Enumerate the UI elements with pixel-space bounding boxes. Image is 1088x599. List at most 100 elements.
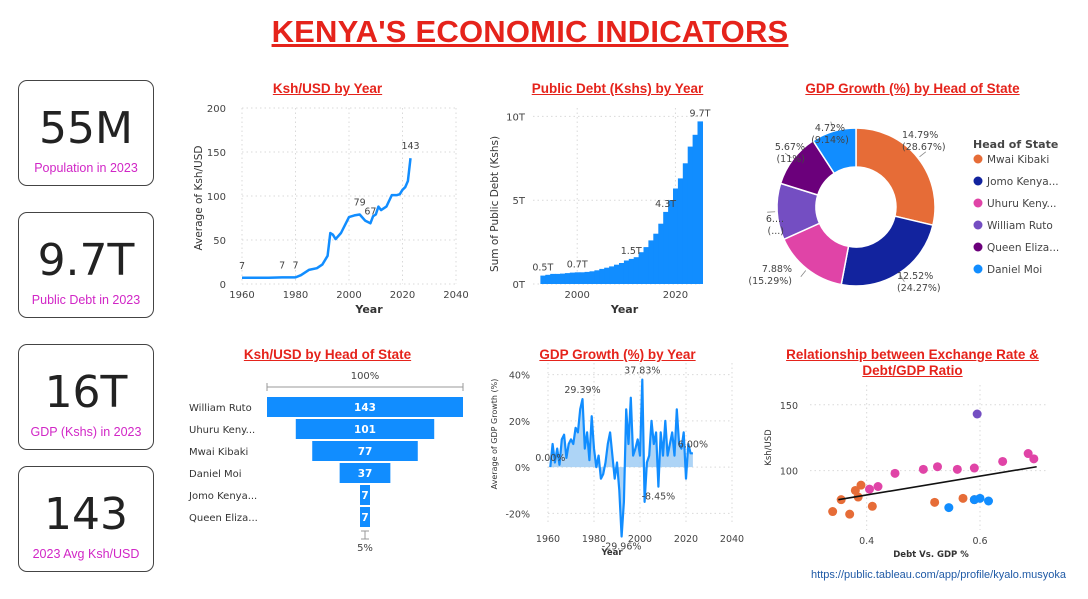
leader-line: [784, 152, 792, 159]
leader-line: [919, 151, 927, 158]
funnel-bar: [312, 441, 418, 461]
scatter-point: [972, 409, 982, 419]
scatter-point: [856, 480, 866, 490]
scatter-point: [1029, 454, 1039, 464]
y-tick-label: 10T: [506, 112, 526, 123]
funnel-category-label: William Ruto: [189, 403, 252, 414]
data-label: -29.96%: [602, 541, 642, 552]
scatter-point: [984, 496, 993, 506]
data-label: 7: [239, 261, 245, 272]
x-tick-label: 2000: [628, 534, 652, 545]
scatter-point: [998, 456, 1008, 466]
y-tick-label: 0%: [515, 463, 530, 474]
data-label: 67: [364, 206, 376, 217]
funnel-bar: [267, 397, 463, 417]
slice-label: 12.52%: [897, 271, 933, 282]
data-label: 0.00%: [535, 453, 565, 464]
legend-entry: Queen Eliza...: [987, 242, 1059, 254]
x-tick-label: 2040: [443, 290, 468, 301]
area-step: [594, 270, 600, 284]
slice-label: 7.88%: [762, 264, 792, 275]
funnel-category-label: Daniel Moi: [189, 469, 242, 480]
chart-gdp-growth-by-head-of-state: 14.79%(28.67%) 12.52%(24.27%) 7.88%(15.29%…: [748, 121, 1059, 294]
data-label: 0.5T: [532, 263, 553, 274]
data-label: 1.5T: [621, 246, 642, 257]
x-tick-label: 2000: [564, 290, 589, 301]
y-axis-label: Ksh/USD: [764, 429, 774, 466]
chart-public-debt-by-year: 0T 5T 10T 2000 2020 Year Sum of Public Debt (K…: [489, 108, 711, 316]
chart-ksh-usd-by-year: 0 50 100 150 200 1960 1980 2000 2020 2040 Year Aver…: [193, 104, 469, 316]
series-area: [550, 379, 693, 537]
area-step: [697, 121, 703, 285]
area-step: [604, 267, 610, 284]
slice-label: (28.67%): [902, 142, 946, 153]
funnel-top-label: 100%: [351, 371, 380, 382]
kpi-card-population: 55M Population in 2023: [18, 80, 154, 186]
x-axis-label: Year: [610, 303, 639, 316]
scatter-point: [952, 464, 962, 474]
leader-line: [800, 270, 807, 278]
area-step: [638, 252, 645, 284]
kpi-label: GDP (Kshs) in 2023: [30, 425, 142, 439]
slice-label: (...): [768, 226, 784, 237]
data-label: 7: [292, 260, 298, 271]
chart-title-public-debt-by-year: Public Debt (Kshs) by Year: [531, 81, 704, 96]
kpi-value: 143: [44, 489, 128, 540]
footer-link[interactable]: https://public.tableau.com/app/profile/k…: [811, 569, 1066, 581]
area-step: [692, 134, 699, 284]
kpi-label: Public Debt in 2023: [31, 293, 141, 307]
area-step: [569, 272, 576, 284]
x-tick-label: 1960: [229, 290, 254, 301]
area-step: [584, 271, 591, 284]
area-step: [668, 200, 674, 284]
leader-line: [830, 121, 834, 130]
funnel-value-label: 77: [358, 446, 373, 458]
kpi-card-public-debt: 9.7T Public Debt in 2023: [18, 212, 154, 318]
kpi-label: 2023 Avg Ksh/USD: [32, 547, 140, 561]
scatter-point: [944, 503, 954, 513]
funnel-category-label: Queen Eliza...: [189, 513, 258, 524]
slice-label: 4.72%: [815, 123, 845, 134]
scatter-point: [975, 493, 985, 503]
legend-swatch: [973, 264, 983, 274]
data-label: 6.00%: [678, 439, 708, 450]
area-step: [628, 258, 635, 284]
y-axis-label: Sum of Public Debt (Kshs): [489, 136, 501, 272]
data-label: 79: [354, 197, 366, 208]
y-tick-label: 0T: [513, 280, 526, 291]
legend-entry: Daniel Moi: [987, 264, 1042, 276]
scatter-point: [845, 509, 855, 519]
x-tick-label: 2020: [663, 290, 688, 301]
trend-line: [838, 465, 1037, 501]
area-step: [673, 188, 679, 284]
chart-title-gdp-growth-by-year: GDP Growth (%) by Year: [539, 347, 696, 362]
series-line: [549, 378, 693, 538]
donut-slice: [811, 127, 857, 175]
chart-title-ksh-usd-by-year: Ksh/USD by Year: [272, 81, 383, 96]
legend-swatch: [973, 198, 983, 208]
area-step: [623, 260, 630, 284]
funnel-value-label: 37: [358, 468, 373, 480]
area-step: [560, 273, 566, 284]
scatter-point: [918, 464, 928, 474]
funnel-bar: [360, 507, 370, 527]
y-tick-label: 40%: [509, 371, 530, 382]
area-step: [555, 273, 561, 284]
funnel-value-label: 7: [361, 490, 368, 502]
scatter-point: [958, 493, 968, 503]
data-label: 7: [279, 260, 285, 271]
data-label: 0.7T: [567, 259, 588, 270]
area-step: [540, 275, 546, 284]
area-step: [663, 211, 669, 284]
area-step: [619, 263, 625, 284]
x-tick-label: 1980: [582, 534, 606, 545]
data-label: 143: [401, 141, 419, 152]
slice-label: 5.67%: [775, 142, 805, 153]
funnel-bar: [339, 463, 391, 483]
donut-slice: [855, 127, 936, 227]
x-tick-label: 2020: [674, 534, 698, 545]
y-axis-label: Average of Ksh/USD: [193, 146, 205, 251]
page-title: KENYA'S ECONOMIC INDICATORS: [271, 14, 789, 49]
slice-label: (11%): [776, 154, 805, 165]
y-tick-label: 200: [207, 104, 226, 115]
